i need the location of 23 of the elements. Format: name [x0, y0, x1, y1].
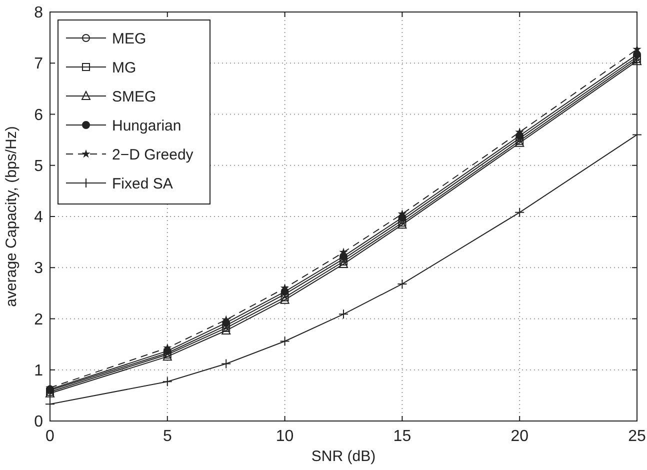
- legend-label: SMEG: [112, 88, 156, 106]
- x-tick-label: 20: [510, 428, 529, 445]
- x-tick-label: 5: [162, 428, 172, 445]
- legend-label: Fixed SA: [112, 175, 173, 192]
- y-tick-label: 0: [34, 414, 44, 431]
- y-tick-label: 7: [34, 56, 44, 73]
- x-tick-label: 25: [628, 428, 646, 445]
- x-tick-label: 0: [46, 428, 55, 445]
- y-tick-label: 8: [34, 4, 44, 22]
- x-axis-title: SNR (dB): [311, 448, 376, 465]
- y-tick-label: 1: [34, 362, 44, 380]
- y-tick-label: 3: [34, 260, 44, 278]
- x-tick-label: 15: [393, 428, 412, 445]
- y-tick-label: 6: [34, 106, 44, 124]
- y-tick-label: 4: [34, 209, 44, 226]
- y-axis-title: average Capacity, (bps/Hz): [3, 126, 20, 307]
- legend-label: MG: [112, 59, 136, 76]
- legend-label: MEG: [112, 30, 146, 48]
- legend-label: Hungarian: [112, 117, 182, 134]
- x-tick-label: 10: [276, 428, 294, 445]
- legend-label: 2−D Greedy: [112, 146, 194, 164]
- y-tick-label: 5: [34, 158, 44, 175]
- y-tick-label: 2: [34, 311, 44, 328]
